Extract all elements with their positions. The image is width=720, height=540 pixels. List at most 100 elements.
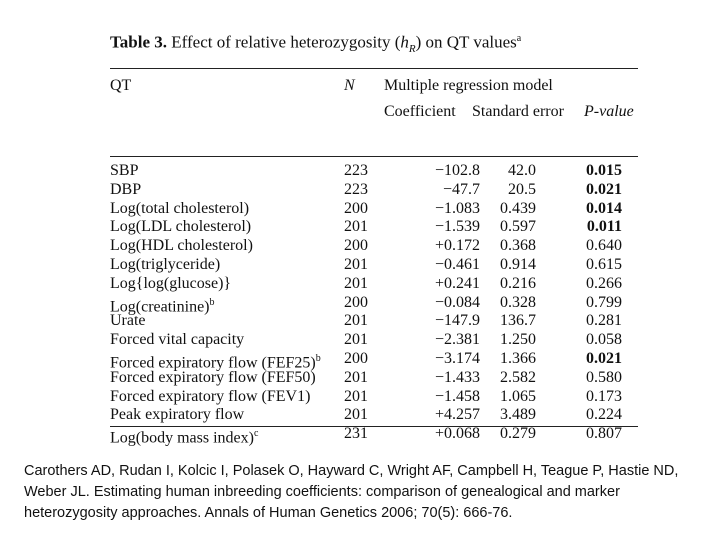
cell-qt: Log(triglyceride): [110, 256, 220, 275]
cell-qt-text: Log(body mass index): [110, 429, 254, 447]
cell-coefficient: −1.433: [434, 368, 480, 386]
cell-qt: Forced expiratory flow (FEF50): [110, 369, 316, 388]
cell-p-value: 0.580: [586, 368, 622, 386]
cell-qt-text: Forced vital capacity: [110, 331, 245, 349]
cell-n: 201: [344, 274, 368, 292]
cell-std-error: 0.439: [500, 199, 536, 217]
cell-coefficient: −1.083: [434, 199, 480, 217]
table-row: SBP 223 −102.8 42.0 0.015: [110, 162, 638, 181]
cell-n: 201: [344, 255, 368, 273]
cell-p-value: 0.014: [586, 199, 622, 217]
cell-coefficient: −0.084: [434, 293, 480, 311]
table-row: Urate 201 −147.9 136.7 0.281: [110, 312, 638, 331]
cell-n: 201: [344, 312, 368, 330]
cell-p-value: 0.224: [586, 406, 622, 424]
cell-p-value: 0.011: [586, 218, 622, 236]
cell-p-value: 0.015: [586, 162, 622, 179]
cell-qt: Forced expiratory flow (FEV1): [110, 388, 310, 407]
table-row: Log(HDL cholesterol) 200 +0.172 0.368 0.640: [110, 237, 638, 256]
cell-p-value: 0.058: [586, 331, 622, 349]
cell-p-value: 0.173: [586, 387, 622, 405]
cell-coefficient: −47.7: [442, 180, 480, 198]
cell-coefficient: −147.9: [434, 312, 480, 330]
table-row: Forced expiratory flow (FEF50) 201 −1.433 2…: [110, 369, 638, 388]
header-coefficient: Coefficient: [384, 103, 456, 120]
cell-qt: Log(total cholesterol): [110, 200, 249, 219]
cell-std-error: 0.279: [500, 425, 536, 443]
cell-coefficient: −1.458: [434, 387, 480, 405]
top-rule: [110, 68, 638, 69]
cell-std-error: 0.328: [500, 293, 536, 311]
cell-p-value: 0.615: [586, 255, 622, 273]
table-title-note: a: [516, 33, 522, 44]
cell-qt: Log(HDL cholesterol): [110, 237, 253, 256]
cell-n: 223: [344, 180, 368, 198]
table-row: Log(creatinine)b 200 −0.084 0.328 0.799: [110, 293, 638, 315]
table-title-var: h: [400, 32, 409, 52]
cell-qt-text: Log(HDL cholesterol): [110, 237, 253, 255]
cell-qt-text: Forced expiratory flow (FEF25): [110, 354, 316, 372]
cell-qt-text: Log(creatinine): [110, 297, 210, 315]
header-qt: QT: [110, 77, 132, 94]
header-rule: [110, 156, 638, 157]
cell-n: 201: [344, 406, 368, 424]
cell-qt: Forced vital capacity: [110, 331, 244, 350]
cell-p-value: 0.281: [586, 312, 622, 330]
cell-n: 201: [344, 387, 368, 405]
cell-qt: SBP: [110, 162, 138, 181]
header-model: Multiple regression model: [384, 77, 553, 94]
cell-qt-text: Urate: [110, 312, 146, 330]
cell-p-value: 0.021: [586, 180, 622, 198]
cell-qt-note: c: [253, 428, 259, 440]
cell-std-error: 1.250: [500, 331, 536, 349]
cell-std-error: 0.216: [500, 274, 536, 292]
cell-coefficient: −2.381: [434, 331, 480, 349]
table-row: Log(triglyceride) 201 −0.461 0.914 0.615: [110, 256, 638, 275]
cell-qt-text: Log(triglyceride): [110, 255, 221, 273]
cell-n: 201: [344, 368, 368, 386]
cell-p-value: 0.799: [586, 293, 622, 311]
cell-coefficient: +0.068: [434, 425, 480, 443]
cell-std-error: 0.597: [500, 218, 536, 236]
cell-std-error: 3.489: [500, 406, 536, 424]
table-row: Forced expiratory flow (FEF25)b 200 −3.174…: [110, 349, 638, 371]
cell-p-value: 0.807: [586, 425, 622, 443]
table-row: Forced expiratory flow (FEV1) 201 −1.458 1.…: [110, 388, 638, 407]
cell-p-value: 0.021: [586, 349, 622, 367]
cell-qt-text: SBP: [110, 162, 139, 179]
table-row: Forced vital capacity 201 −2.381 1.250 0.058: [110, 331, 638, 350]
cell-qt-text: Peak expiratory flow: [110, 406, 245, 424]
cell-qt-text: Log(LDL cholesterol): [110, 218, 252, 236]
cell-n: 200: [344, 199, 368, 217]
table-title: Table 3. Effect of relative heterozygosi…: [110, 28, 638, 60]
cell-qt-note: b: [209, 296, 215, 308]
cell-std-error: 136.7: [500, 312, 536, 330]
cell-qt-text: Log{log(glucose)}: [110, 274, 232, 292]
cell-std-error: 2.582: [500, 368, 536, 386]
table-row: Log{log(glucose)} 201 +0.241 0.216 0.266: [110, 275, 638, 294]
table-row: Log(total cholesterol) 200 −1.083 0.439 0.01…: [110, 200, 638, 219]
cell-qt-text: DBP: [110, 180, 142, 198]
cell-qt: Log(LDL cholesterol): [110, 218, 251, 237]
table-title-sub: R: [408, 43, 416, 56]
cell-coefficient: +0.241: [434, 274, 480, 292]
cell-qt-text: Forced expiratory flow (FEF50): [110, 368, 316, 386]
cell-std-error: 20.5: [508, 180, 536, 198]
table-title-label: Table 3.: [110, 32, 168, 52]
cell-coefficient: +0.172: [434, 237, 480, 255]
cell-std-error: 1.366: [500, 349, 536, 367]
cell-qt-text: Forced expiratory flow (FEV1): [110, 387, 311, 405]
cell-n: 200: [344, 237, 368, 255]
header-std-error: Standard error: [472, 103, 564, 120]
table-row: Log(LDL cholesterol) 201 −1.539 0.597 0.011: [110, 218, 638, 237]
cell-p-value: 0.266: [586, 274, 622, 292]
cell-std-error: 1.065: [500, 387, 536, 405]
table-title-text: Effect of relative heterozygosity (: [171, 32, 401, 52]
cell-n: 200: [344, 349, 368, 367]
cell-qt: Urate: [110, 312, 146, 331]
cell-coefficient: +4.257: [434, 406, 480, 424]
cell-qt: Forced expiratory flow (FEF25)b: [110, 350, 321, 373]
cell-coefficient: −102.8: [434, 162, 480, 179]
cell-qt-text: Log(total cholesterol): [110, 199, 250, 217]
table-row: Log(body mass index)c 231 +0.068 0.279 0.807: [110, 425, 638, 447]
